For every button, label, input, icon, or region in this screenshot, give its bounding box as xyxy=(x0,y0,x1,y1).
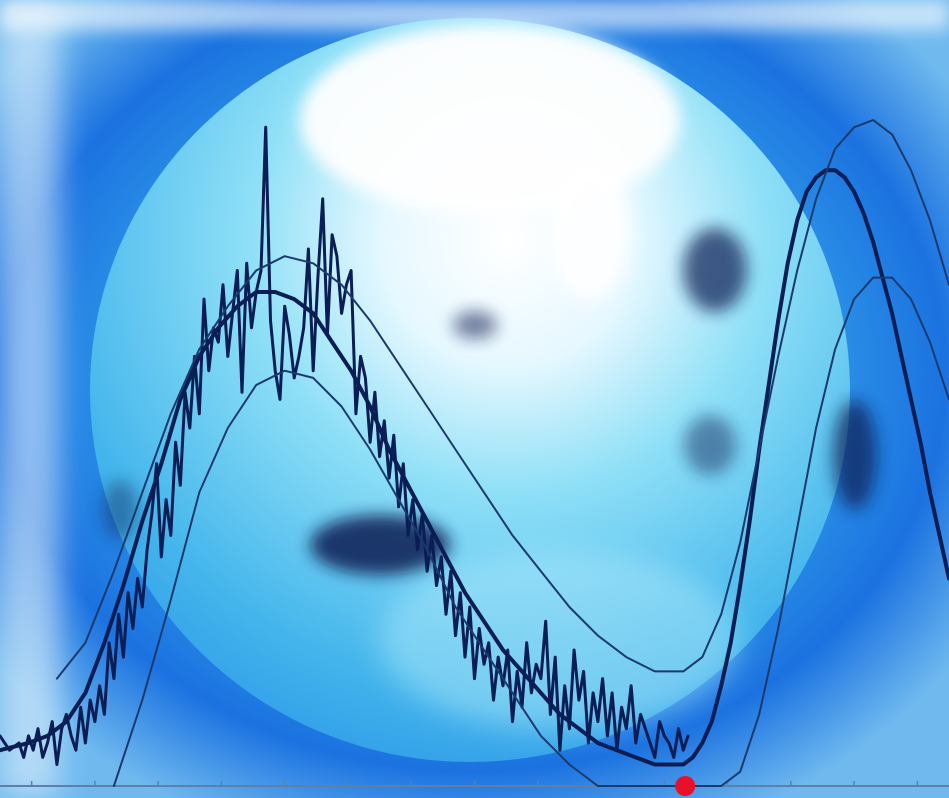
disk-lower-glow xyxy=(380,550,740,730)
coronal-hole-right xyxy=(683,228,747,312)
series-line-upper-bound xyxy=(55,119,949,680)
series-line-mean xyxy=(0,168,949,767)
coronal-hole-left xyxy=(102,480,138,540)
series-layer xyxy=(0,119,949,787)
minimum-marker xyxy=(675,776,696,796)
series-line-lower-bound xyxy=(112,276,949,787)
background-left-fade xyxy=(0,0,60,798)
series-line-observed xyxy=(0,125,690,766)
coronal-hole-mid xyxy=(453,311,497,339)
bright-region-tail xyxy=(550,160,630,300)
marker-layer xyxy=(675,776,696,796)
coronal-hole-far-right xyxy=(833,400,877,510)
bright-region xyxy=(300,25,680,215)
coronal-hole-lower-right xyxy=(684,415,736,475)
plot-area xyxy=(0,119,949,796)
